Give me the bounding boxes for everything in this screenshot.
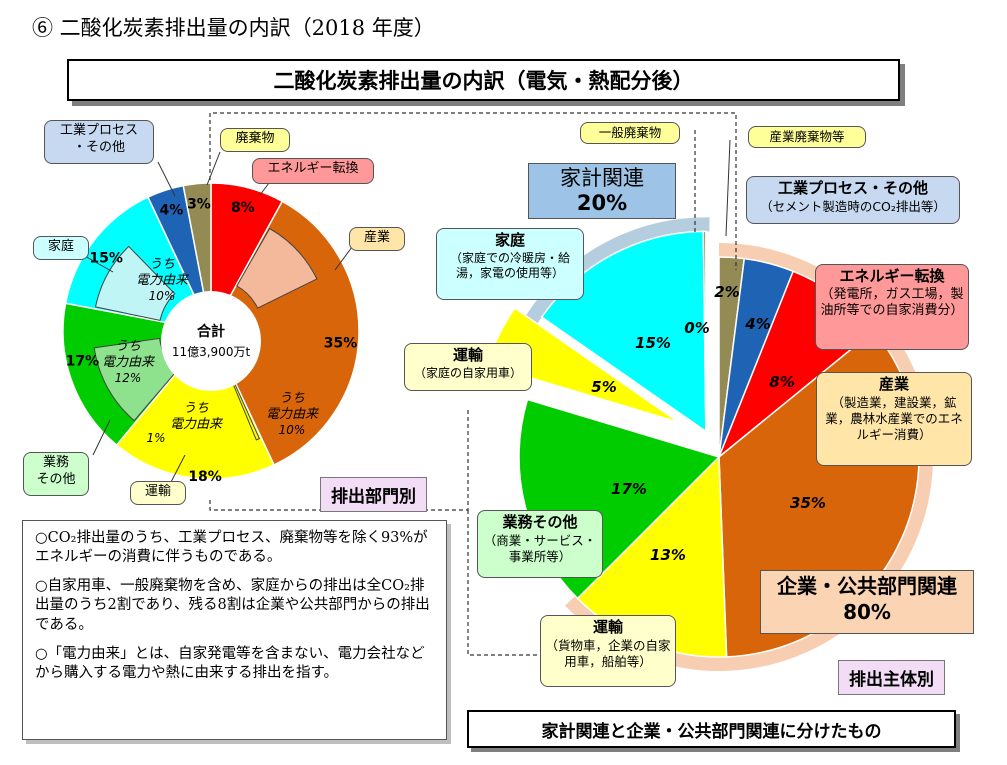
left-label-business: 業務 その他 [23,452,89,496]
left-label-transport: 運輸 [130,481,186,505]
left-label-industry-text: 産業 [363,230,390,245]
left-label-waste: 廃棄物 [220,128,290,152]
left-slice-label-5: 4% [160,202,184,218]
right-slice-label-1: 8% [769,373,794,391]
right-label-process-title: 工業プロセス・その他 [777,179,928,197]
right-slice-label-6: 15% [635,334,671,352]
right-label-process-desc: （セメント製造時のCO₂排出等） [760,198,946,214]
left-slice-label-0: 8% [231,200,255,216]
right-label-process: 工業プロセス・その他 （セメント製造時のCO₂排出等） [746,176,960,224]
right-label-ippan: 一般廃棄物 [580,122,680,144]
left-inner-label-2-0: うち [115,339,141,354]
page-heading: ⑥ 二酸化炭素排出量の内訳（2018 年度） [32,16,435,40]
household-group-pct: 20% [576,191,628,216]
left-inner-slice-0 [236,227,318,309]
left-label-home: 家庭 [33,236,89,260]
left-inner-value-3: 10% [149,289,176,303]
right-slice-7 [702,230,707,432]
corporate-group-box: 企業・公共部門関連 80% [760,570,974,634]
left-inner-label-1-0: うち [183,401,209,416]
left-label-home-text: 家庭 [47,239,74,254]
right-label-industry-title: 産業 [878,375,909,393]
right-label-industry-desc: （製造業，建設業，鉱業，農林水産業でのエネルギー消費） [825,394,963,443]
household-group-label: 家計関連 [560,166,644,190]
left-inner-label-0-0: うち [279,391,305,406]
leader-lines [82,139,731,485]
notes-box: ○CO₂排出量のうち、工業プロセス、廃棄物等を除く93%がエネルギーの消費に伴う… [22,520,447,740]
left-inner-value-2: 12% [115,371,142,385]
right-label-transport: 運輸 （貨物車，企業の自家用車，船舶等） [540,615,676,687]
left-label-waste-text: 廃棄物 [235,131,275,146]
left-label-process: 工業プロセス ・その他 [44,120,154,164]
left-inner-label-1-1: 電力由来 [170,417,224,432]
household-group-box: 家計関連 20% [528,163,676,219]
left-inner-label-0-1: 電力由来 [266,407,320,422]
left-label-industry: 産業 [349,227,405,251]
right-label-transport-home-title: 運輸 [452,346,483,364]
left-inner-label-3-1: 電力由来 [136,273,190,288]
right-label-ippan-text: 一般廃棄物 [598,125,662,140]
left-label-business-text: 業務 その他 [36,455,76,487]
right-label-business-desc: （商業・サービス・事業所等） [483,532,597,564]
right-label-transport-desc: （貨物車，企業の自家用車，船舶等） [545,637,671,669]
tag-by-entity: 排出主体別 [838,660,945,695]
left-slice-label-2: 18% [188,469,222,485]
left-inner-value-1: 1% [146,431,165,445]
right-label-industry: 産業 （製造業，建設業，鉱業，農林水産業でのエネルギー消費） [816,372,972,466]
right-slice-label-7: 0% [684,319,709,337]
right-label-transport-title: 運輸 [592,618,623,636]
left-label-transport-text: 運輸 [144,484,171,499]
tag-by-sector: 排出部門別 [320,477,427,512]
left-pie-center [161,291,261,391]
left-inner-label-2-1: 電力由来 [102,355,156,370]
right-label-energy-desc: （発電所，ガス工場，製油所等での自家消費分） [820,286,964,319]
left-slice-label-3: 17% [66,354,100,370]
corporate-group-pct: 80% [843,600,891,624]
left-inner-slice-3 [94,245,176,321]
left-slice-label-4: 15% [89,251,123,267]
right-label-home-desc: （家庭での冷暖房・給湯，家電の使用等） [449,250,570,281]
right-slice-label-5: 5% [591,378,616,396]
left-inner-label-3-0: うち [149,257,175,272]
left-label-energy-text: エネルギー転換 [267,161,359,176]
left-inner-value-0: 10% [279,423,306,437]
right-label-sangyo-haiki: 産業廃棄物等 [748,126,866,148]
right-label-home-title: 家庭 [494,231,525,249]
right-slice-label-3: 13% [650,546,686,564]
note-3: ○「電力由来」とは、自家発電等を含まない、電力会社などから購入する電力や熱に由来… [35,645,425,681]
bottom-note: 家計関連と企業・公共部門関連に分けたもの [467,710,956,748]
left-label-process-text: 工業プロセス ・その他 [59,123,138,155]
right-label-business: 業務その他 （商業・サービス・事業所等） [477,510,603,578]
left-pie: 8%35%18%17%15%4% 3%うち電力由来10%うち電力由来1%うち電力由… [62,182,360,485]
right-label-transport-home: 運輸 （家庭の自家用車） [404,343,532,391]
right-slice-label-8: 2% [714,283,739,301]
right-label-sangyo-haiki-text: 産業廃棄物等 [769,129,845,144]
right-label-energy-title: エネルギー転換 [839,267,945,285]
left-slice-label-1: 35% [324,335,358,351]
right-slice-label-0: 4% [744,315,770,333]
right-label-home: 家庭 （家庭での冷暖房・給湯，家電の使用等） [436,228,584,300]
left-slice-2 [115,329,276,480]
right-slice-label-4: 17% [611,480,647,498]
right-slice-label-2: 35% [790,494,826,512]
center-total-label: 合計 [197,323,225,340]
center-total-value: 11億3,900万t [172,345,251,359]
note-2: ○自家用車、一般廃棄物を含め、家庭からの排出は全CO₂排出量のうち2割であり、残… [35,578,430,633]
dashed-connectors [209,112,737,656]
left-label-energy: エネルギー転換 [252,158,374,184]
note-1: ○CO₂排出量のうち、工業プロセス、廃棄物等を除く93%がエネルギーの消費に伴う… [35,530,428,566]
corporate-group-label: 企業・公共部門関連 [777,574,957,598]
chart-banner-title: 二酸化炭素排出量の内訳（電気・熱配分後） [67,59,900,101]
right-label-transport-home-desc: （家庭の自家用車） [413,365,522,380]
left-slice-label-6: 3% [187,197,211,213]
right-label-energy: エネルギー転換 （発電所，ガス工場，製油所等での自家消費分） [815,264,969,350]
right-label-business-title: 業務その他 [502,513,578,531]
